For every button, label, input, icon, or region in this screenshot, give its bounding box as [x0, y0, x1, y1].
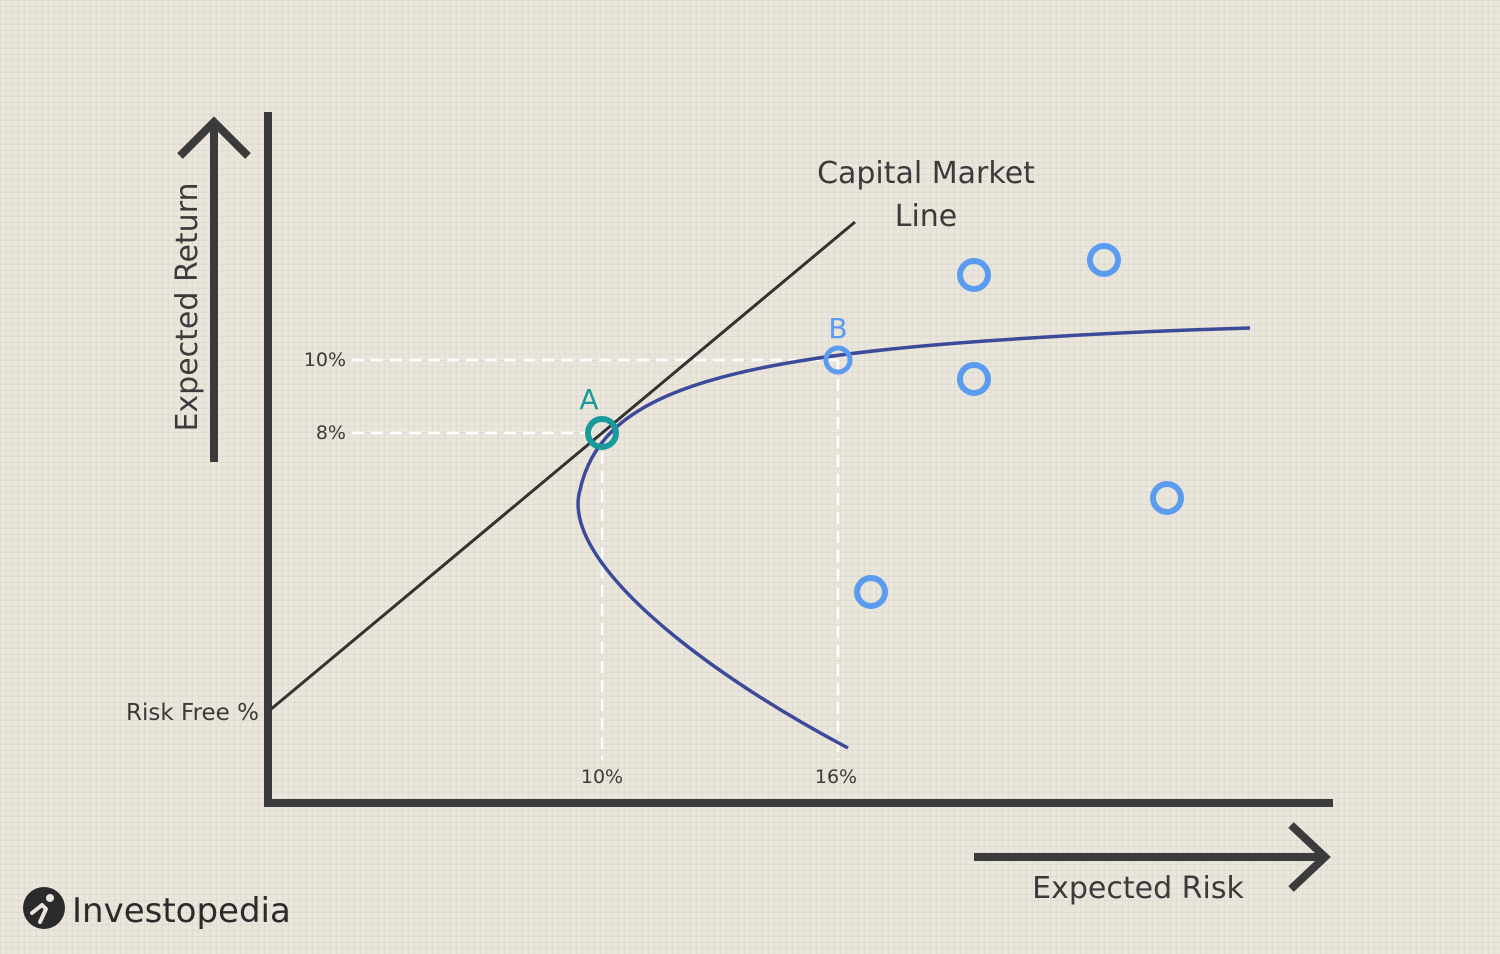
efficient-frontier — [576, 326, 1251, 750]
y-tick-10: 10% — [304, 349, 346, 371]
capital-market-line — [269, 220, 856, 712]
guide-lines — [352, 358, 840, 760]
point-b-marker — [823, 345, 853, 375]
portfolio-point — [1150, 481, 1184, 515]
x-axis-label: Expected Risk — [1032, 871, 1244, 906]
point-b-label: B — [828, 312, 847, 345]
point-a-label: A — [579, 383, 598, 416]
cml-label-line1: Capital Market — [817, 156, 1035, 191]
portfolio-point — [1087, 243, 1121, 277]
portfolio-point — [854, 575, 888, 609]
point-a-marker — [585, 416, 619, 450]
y-axis-label: Expected Return — [170, 182, 205, 431]
x-tick-16: 16% — [815, 766, 857, 788]
portfolio-point — [957, 258, 991, 292]
portfolio-points — [854, 243, 1184, 609]
brand-name: Investopedia — [72, 891, 291, 931]
investopedia-logo-icon — [23, 887, 65, 929]
axes — [264, 112, 1333, 807]
x-axis-arrow — [974, 822, 1331, 892]
x-tick-10: 10% — [581, 766, 623, 788]
risk-free-label: Risk Free % — [126, 700, 259, 726]
y-tick-8: 8% — [316, 422, 346, 444]
cml-label-line2: Line — [895, 199, 958, 234]
portfolio-point — [957, 362, 991, 396]
y-axis-arrow — [177, 116, 251, 462]
